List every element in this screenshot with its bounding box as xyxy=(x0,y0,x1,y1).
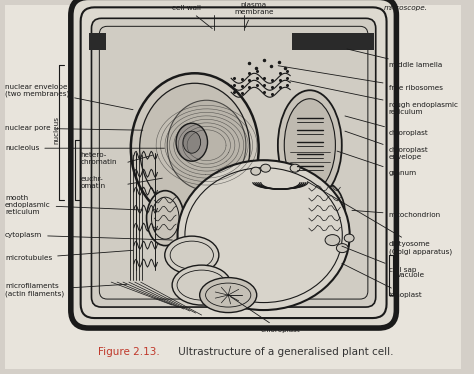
Ellipse shape xyxy=(290,164,300,172)
FancyBboxPatch shape xyxy=(5,5,461,369)
Ellipse shape xyxy=(278,90,342,200)
Text: nucleus: nucleus xyxy=(53,116,59,144)
Text: chloroplast
envelope: chloroplast envelope xyxy=(345,131,428,160)
Text: free ribosomes: free ribosomes xyxy=(278,66,443,91)
Text: middle lamella: middle lamella xyxy=(347,49,442,68)
FancyBboxPatch shape xyxy=(71,0,396,328)
FancyBboxPatch shape xyxy=(91,18,376,307)
Text: nuclear envelope
(two membranes): nuclear envelope (two membranes) xyxy=(5,83,133,110)
Text: nuclear pore: nuclear pore xyxy=(5,125,143,131)
Ellipse shape xyxy=(165,236,219,274)
Text: cytoplasm: cytoplasm xyxy=(5,232,173,240)
Text: vacuole: vacuole xyxy=(396,272,425,278)
Text: mooth
endoplasmic
reticulum: mooth endoplasmic reticulum xyxy=(5,195,143,215)
Ellipse shape xyxy=(200,278,257,313)
Ellipse shape xyxy=(304,183,345,248)
Text: microtubules: microtubules xyxy=(5,250,133,261)
Ellipse shape xyxy=(178,160,350,310)
Ellipse shape xyxy=(146,191,184,246)
Text: hetero-
chromatin: hetero- chromatin xyxy=(81,152,117,165)
Polygon shape xyxy=(89,33,106,50)
Text: chloroplast: chloroplast xyxy=(345,116,428,136)
Text: plasma
membrane: plasma membrane xyxy=(234,2,273,28)
Text: cell sap: cell sap xyxy=(342,246,416,273)
Text: microfilaments
(actin filaments): microfilaments (actin filaments) xyxy=(5,283,127,297)
Text: chloroplast: chloroplast xyxy=(230,297,300,333)
Ellipse shape xyxy=(176,123,208,161)
Text: granum: granum xyxy=(337,151,417,176)
Text: cell wall: cell wall xyxy=(173,5,212,28)
Text: microscope.: microscope. xyxy=(383,5,428,11)
Ellipse shape xyxy=(325,234,340,246)
Ellipse shape xyxy=(344,234,354,242)
Ellipse shape xyxy=(284,99,336,191)
Text: nucleolus: nucleolus xyxy=(5,145,164,151)
Ellipse shape xyxy=(167,100,246,190)
Ellipse shape xyxy=(261,164,271,172)
Text: tonoplast: tonoplast xyxy=(342,263,422,298)
Ellipse shape xyxy=(140,83,250,213)
Text: mitochondrion: mitochondrion xyxy=(352,210,441,218)
Polygon shape xyxy=(292,33,374,50)
Ellipse shape xyxy=(251,167,261,175)
Text: euchr-
omatin: euchr- omatin xyxy=(81,176,106,188)
Text: dictyosome
(Golgi apparatus): dictyosome (Golgi apparatus) xyxy=(307,182,452,255)
Ellipse shape xyxy=(172,265,231,305)
Ellipse shape xyxy=(337,243,348,252)
Ellipse shape xyxy=(131,73,259,223)
Text: Figure 2.13.: Figure 2.13. xyxy=(99,347,160,357)
Ellipse shape xyxy=(183,131,201,153)
Text: Ultrastructure of a generalised plant cell.: Ultrastructure of a generalised plant ce… xyxy=(175,347,393,357)
Text: chromatin: chromatin xyxy=(69,152,75,188)
Text: rough endoplasmic
reticulum: rough endoplasmic reticulum xyxy=(290,81,457,115)
